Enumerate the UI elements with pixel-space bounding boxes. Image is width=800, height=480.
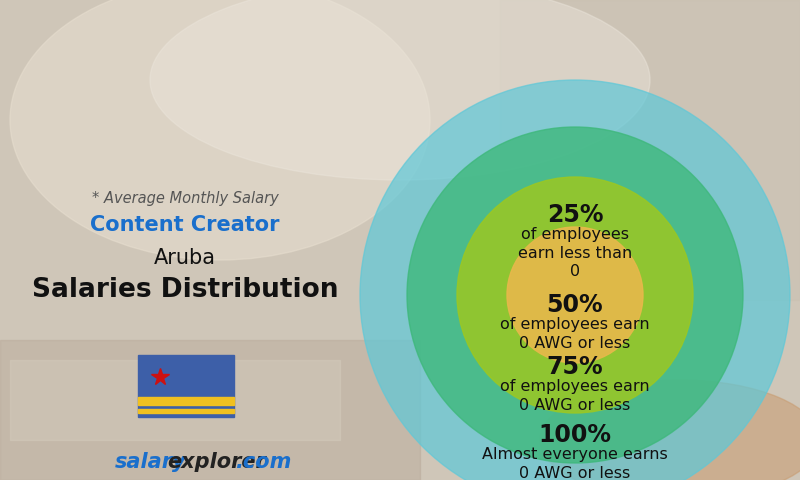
Circle shape bbox=[360, 80, 790, 480]
Text: earn less than: earn less than bbox=[518, 245, 632, 261]
Text: 0 AWG or less: 0 AWG or less bbox=[519, 397, 630, 412]
Bar bbox=[138, 409, 234, 413]
Circle shape bbox=[407, 127, 743, 463]
Text: of employees earn: of employees earn bbox=[500, 379, 650, 394]
Ellipse shape bbox=[10, 0, 430, 260]
Text: of employees earn: of employees earn bbox=[500, 316, 650, 332]
Text: 0: 0 bbox=[570, 264, 580, 279]
Circle shape bbox=[457, 177, 693, 413]
Text: explorer: explorer bbox=[167, 452, 266, 472]
Text: 100%: 100% bbox=[538, 423, 611, 447]
Ellipse shape bbox=[540, 380, 800, 480]
Text: .com: .com bbox=[235, 452, 291, 472]
Text: of employees: of employees bbox=[521, 227, 629, 241]
Text: 50%: 50% bbox=[546, 293, 603, 317]
Text: Content Creator: Content Creator bbox=[90, 215, 280, 235]
Bar bbox=[138, 397, 234, 405]
Text: 75%: 75% bbox=[546, 355, 603, 379]
Circle shape bbox=[507, 227, 643, 363]
Text: 25%: 25% bbox=[546, 203, 603, 227]
Bar bbox=[138, 355, 234, 417]
Text: Almost everyone earns: Almost everyone earns bbox=[482, 446, 668, 461]
Bar bbox=[0, 340, 420, 480]
Text: salary: salary bbox=[115, 452, 186, 472]
Bar bbox=[10, 360, 340, 440]
Text: Aruba: Aruba bbox=[154, 248, 216, 268]
Text: 0 AWG or less: 0 AWG or less bbox=[519, 466, 630, 480]
Bar bbox=[500, 0, 800, 300]
Text: * Average Monthly Salary: * Average Monthly Salary bbox=[92, 191, 278, 205]
Text: 0 AWG or less: 0 AWG or less bbox=[519, 336, 630, 350]
Text: Salaries Distribution: Salaries Distribution bbox=[32, 277, 338, 303]
Ellipse shape bbox=[150, 0, 650, 180]
